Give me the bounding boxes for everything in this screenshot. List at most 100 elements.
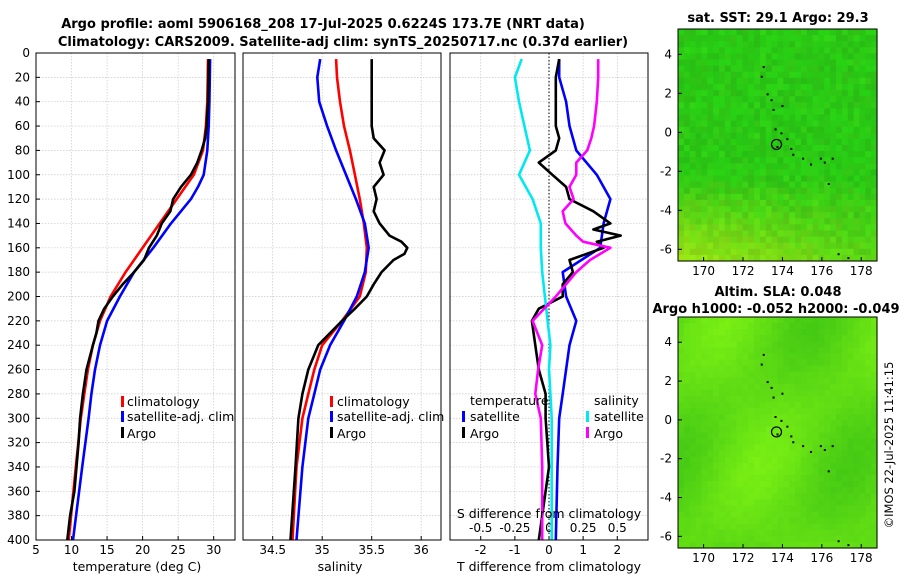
map-cell [695,353,703,361]
difference-xlabel: T difference from climatology [456,559,642,574]
map-cell [818,511,825,519]
map-cell [707,212,714,219]
map-cell [789,47,796,54]
map-cell [830,481,837,488]
map-cell [853,47,861,54]
map-cell [818,377,825,385]
x-tick-label: 176 [810,551,833,565]
map-cell [847,377,855,385]
map-cell [836,157,843,164]
map-cell [783,371,790,379]
map-cell [724,126,732,134]
map-cell [783,359,790,367]
map-cell [777,29,784,36]
map-cell [742,475,749,482]
map-cell [865,218,872,225]
map-cell [800,169,808,177]
map-cell [818,132,825,140]
map-cell [818,517,825,525]
map-cell [859,254,866,262]
map-cell [765,469,773,476]
map-cell [713,151,720,158]
map-cell [777,323,784,330]
map-cell [695,187,703,195]
map-cell [847,230,855,238]
map-cell [695,181,703,189]
map-cell [824,426,831,434]
map-cell [836,353,843,361]
map-cell [841,169,849,177]
map-cell [812,456,820,464]
map-cell [759,475,767,482]
map-cell [800,541,808,549]
map-cell [754,541,761,549]
map-cell [859,371,866,379]
legend-swatch-temp-argo [462,427,465,438]
map-cell [748,169,755,177]
map-cell [719,47,726,54]
map-cell [730,65,738,73]
map-cell [754,426,761,434]
map-cell [806,35,814,42]
map-cell [847,157,855,164]
map-cell [847,242,855,250]
map-cell [853,242,861,250]
map-cell [742,206,749,213]
map-cell [812,157,820,164]
map-cell [683,456,691,464]
map-cell [847,90,855,97]
map-cell [789,323,796,330]
y-tick-label: 100 [7,168,30,182]
map-cell [806,335,814,342]
map-cell [736,230,743,238]
map-cell [742,335,749,342]
map-cell [695,505,703,513]
map-cell [847,102,855,109]
map-cell [771,438,779,446]
map-cell [695,254,703,262]
island-marker [774,416,777,418]
map-cell [683,53,691,61]
map-cell [689,187,697,195]
map-cell [742,132,749,140]
map-cell [806,114,814,122]
map-cell [847,169,855,177]
map-cell [841,41,849,48]
map-cell [724,414,732,421]
map-cell [812,29,820,36]
map-cell [701,469,708,476]
map-cell [836,481,843,488]
map-cell [730,408,738,415]
map-cell [830,145,837,152]
map-cell [865,193,872,201]
map-cell [759,212,767,219]
map-cell [765,535,773,543]
map-cell [847,408,855,415]
map-cell [836,187,843,195]
map-cell [695,389,703,397]
map-cell [841,206,849,213]
map-cell [853,359,861,367]
map-cell [853,212,861,219]
map-cell [748,505,755,513]
map-cell [678,359,685,367]
map-cell [678,353,685,361]
map-cell [742,169,749,177]
map-cell [759,77,767,85]
map-cell [865,341,872,348]
map-cell [865,138,872,146]
map-cell [830,53,837,61]
map-cell [713,254,720,262]
map-cell [818,175,825,183]
map-cell [689,102,697,109]
map-cell [724,323,732,330]
y-tick-label: 4 [664,47,672,61]
map-cell [748,138,755,146]
map-cell [818,469,825,476]
map-cell [759,120,767,128]
map-cell [871,169,878,177]
map-cell [818,169,825,177]
map-cell [713,365,720,373]
map-cell [724,420,732,427]
map-cell [806,517,814,525]
